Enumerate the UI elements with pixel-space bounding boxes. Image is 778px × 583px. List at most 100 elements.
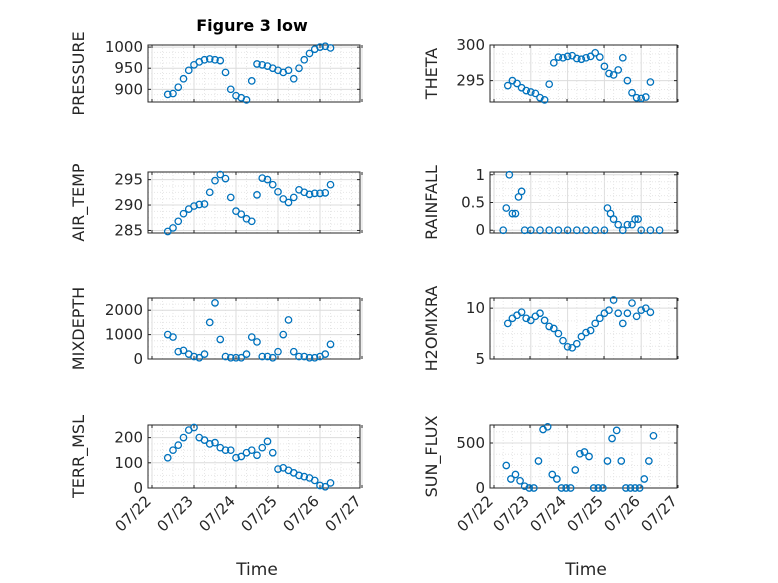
data-point <box>258 443 267 452</box>
series-points <box>163 423 335 491</box>
data-point <box>326 44 335 52</box>
y-tick-label: 0 <box>133 479 143 497</box>
x-tick-label: 07/22 <box>112 492 155 535</box>
data-point <box>174 441 183 450</box>
data-point <box>614 220 623 229</box>
data-point <box>591 319 600 328</box>
data-point <box>310 476 319 485</box>
y-tick-label: 1 <box>475 166 485 184</box>
data-point <box>316 481 324 490</box>
data-point <box>609 296 618 304</box>
data-point <box>310 353 319 362</box>
data-point <box>545 322 554 331</box>
data-point <box>205 188 214 197</box>
data-point <box>284 198 293 207</box>
data-point <box>577 332 586 341</box>
data-point <box>534 457 543 465</box>
x-tick-label: 07/23 <box>490 492 533 535</box>
y-tick-label: 500 <box>456 434 485 452</box>
data-point <box>540 316 549 325</box>
data-point <box>511 209 520 218</box>
data-point <box>646 308 655 317</box>
data-point <box>571 466 580 474</box>
data-point <box>232 453 240 462</box>
data-point <box>326 180 335 189</box>
data-point <box>253 451 261 460</box>
data-point <box>237 353 246 362</box>
data-point <box>646 78 655 86</box>
data-point <box>169 224 177 232</box>
x-tick-label: 07/25 <box>238 492 281 535</box>
data-point <box>253 191 261 199</box>
data-point <box>554 53 563 61</box>
data-point <box>626 484 635 492</box>
series-points <box>503 48 655 104</box>
data-point <box>190 423 198 432</box>
data-point <box>274 187 282 196</box>
data-point <box>205 55 214 63</box>
data-point <box>268 448 277 457</box>
y-tick-label: 0 <box>475 479 485 497</box>
data-point <box>263 352 272 361</box>
data-point <box>531 312 540 321</box>
y-axis-label: RAINFALL <box>422 165 441 240</box>
data-point <box>640 475 649 483</box>
y-tick-label: 300 <box>456 36 485 54</box>
y-tick-label: 0 <box>133 350 143 368</box>
y-axis-label: AIR_TEMP <box>69 163 89 241</box>
data-point <box>553 475 561 483</box>
data-point <box>586 326 595 335</box>
data-point <box>300 55 309 64</box>
data-point <box>572 339 581 348</box>
data-point <box>582 226 590 235</box>
x-tick-label: 07/25 <box>564 492 607 535</box>
data-point <box>263 437 272 446</box>
data-point <box>242 350 251 358</box>
data-point <box>174 217 183 226</box>
data-point <box>536 226 544 235</box>
y-tick-label: 295 <box>114 171 143 189</box>
data-point <box>526 88 535 96</box>
data-point <box>169 446 177 455</box>
data-point <box>221 446 230 455</box>
data-point <box>169 333 177 341</box>
x-tick-label: 07/24 <box>196 492 239 535</box>
data-point <box>289 74 298 83</box>
data-point <box>514 193 523 201</box>
y-tick-label: 900 <box>114 80 143 98</box>
data-point <box>606 209 615 218</box>
x-tick-label: 07/27 <box>638 492 681 535</box>
data-point <box>503 319 512 328</box>
data-point <box>316 43 324 51</box>
data-point <box>632 93 641 102</box>
data-point <box>540 96 549 104</box>
data-point <box>300 352 309 361</box>
data-point <box>628 220 636 229</box>
subplot-pressure: Figure 3 low <box>196 16 308 35</box>
data-point <box>289 193 298 202</box>
data-point <box>505 170 514 179</box>
data-point <box>268 353 277 362</box>
data-point <box>274 347 282 356</box>
series-points <box>502 422 658 492</box>
data-point <box>600 226 609 235</box>
data-point <box>503 81 512 90</box>
data-point <box>634 215 642 223</box>
data-point <box>591 48 600 57</box>
data-point <box>200 55 209 64</box>
axes-box <box>147 44 361 103</box>
y-axis-label: PRESSURE <box>69 31 88 115</box>
x-tick-label: 07/22 <box>454 492 497 535</box>
data-point <box>511 470 520 479</box>
data-point <box>502 204 511 212</box>
data-point <box>237 210 246 219</box>
data-point <box>326 340 335 349</box>
data-point <box>516 476 524 485</box>
data-point <box>190 202 198 210</box>
data-point <box>559 53 567 62</box>
subplot-pressure: 900 950 1000 PRESSURE <box>69 31 363 116</box>
axes-box <box>489 44 678 103</box>
data-point <box>169 89 177 98</box>
data-point <box>226 353 235 362</box>
